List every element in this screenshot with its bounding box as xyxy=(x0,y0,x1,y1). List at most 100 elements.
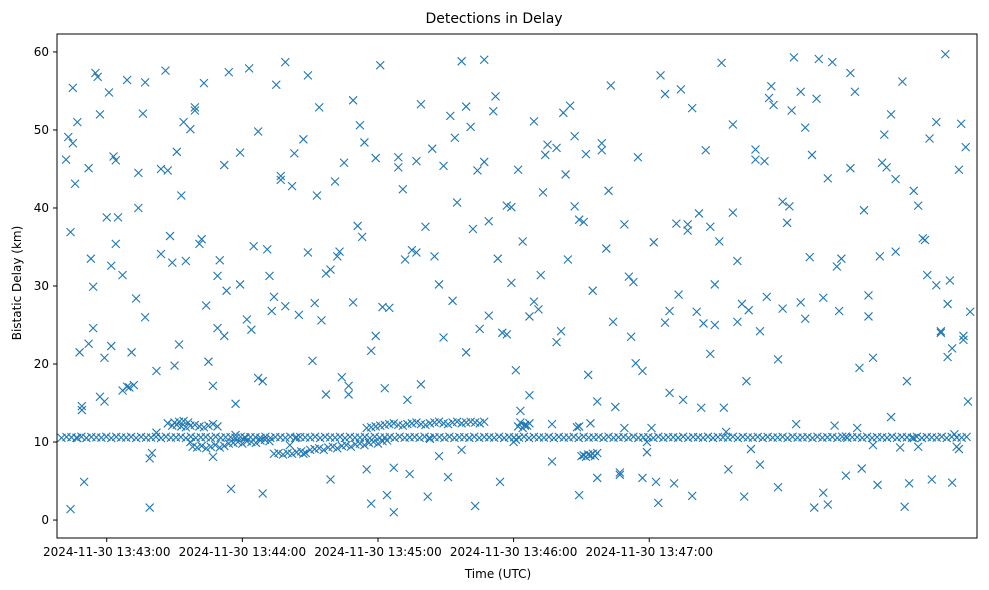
data-point xyxy=(265,271,274,281)
data-point xyxy=(111,239,121,249)
data-point xyxy=(127,347,136,357)
data-point xyxy=(61,155,71,164)
data-point xyxy=(317,315,326,325)
data-point xyxy=(540,150,550,160)
data-point xyxy=(208,381,218,391)
data-point xyxy=(604,186,613,196)
data-point xyxy=(751,155,760,164)
data-point xyxy=(638,473,647,483)
data-point xyxy=(588,286,598,296)
data-point xyxy=(247,325,256,335)
data-point xyxy=(261,432,270,442)
data-point xyxy=(832,433,842,443)
data-point xyxy=(818,293,828,303)
data-point xyxy=(344,381,353,391)
data-point xyxy=(519,432,529,442)
data-point xyxy=(68,83,78,93)
data-point xyxy=(434,451,444,461)
data-point xyxy=(943,352,953,362)
data-point xyxy=(936,326,946,336)
data-point xyxy=(330,177,340,186)
data-point xyxy=(457,445,467,455)
data-point xyxy=(280,301,290,311)
data-point xyxy=(269,292,279,302)
data-point xyxy=(846,163,855,173)
data-point xyxy=(231,433,240,443)
data-point xyxy=(366,346,376,356)
data-point xyxy=(88,282,98,292)
data-point xyxy=(947,344,957,353)
data-point xyxy=(586,418,595,428)
data-point xyxy=(943,299,953,309)
data-point xyxy=(891,174,901,184)
data-point xyxy=(206,433,216,443)
data-point xyxy=(694,209,704,218)
data-point xyxy=(619,219,629,229)
data-point xyxy=(365,433,375,443)
data-point xyxy=(547,457,557,466)
data-point xyxy=(956,119,966,129)
data-point xyxy=(947,478,957,487)
data-point xyxy=(857,464,867,473)
data-point xyxy=(909,186,919,196)
data-point xyxy=(285,440,295,450)
data-point xyxy=(538,187,548,197)
x-tick-label: 2024-11-30 13:44:00 xyxy=(179,545,306,559)
data-point xyxy=(755,326,765,336)
data-point xyxy=(744,305,754,315)
data-point xyxy=(525,312,534,321)
data-point xyxy=(167,258,177,267)
data-point xyxy=(165,231,175,241)
data-point xyxy=(674,290,684,299)
data-point xyxy=(440,433,449,443)
data-point xyxy=(642,447,652,457)
data-point xyxy=(579,217,589,227)
data-point xyxy=(755,460,765,470)
data-point xyxy=(231,399,240,409)
data-point xyxy=(864,290,873,300)
data-point xyxy=(118,386,127,395)
data-point xyxy=(599,433,608,443)
data-point xyxy=(561,170,570,179)
data-point xyxy=(469,432,479,442)
data-point xyxy=(913,442,923,452)
data-point xyxy=(583,370,593,380)
data-point xyxy=(836,254,846,264)
data-point xyxy=(728,208,738,218)
data-point xyxy=(796,87,806,97)
data-point xyxy=(619,423,629,433)
data-point xyxy=(100,353,109,363)
data-point xyxy=(289,148,299,158)
data-point xyxy=(733,317,742,327)
data-point xyxy=(310,298,320,308)
data-point xyxy=(823,173,833,183)
data-point xyxy=(597,138,607,148)
data-point xyxy=(766,81,776,91)
data-point xyxy=(303,248,313,257)
data-point xyxy=(129,380,139,390)
data-point xyxy=(678,432,688,442)
data-point xyxy=(371,153,381,163)
data-point xyxy=(86,254,96,264)
data-point xyxy=(287,181,297,191)
data-point xyxy=(791,419,801,429)
data-point xyxy=(868,440,878,450)
data-point xyxy=(624,433,633,443)
data-point xyxy=(201,301,211,310)
data-point xyxy=(280,57,290,67)
data-point xyxy=(782,218,792,228)
data-point xyxy=(651,477,661,487)
y-tick-label: 60 xyxy=(34,45,49,59)
data-point xyxy=(721,427,731,437)
data-point xyxy=(714,237,724,246)
data-point xyxy=(544,432,554,442)
data-point xyxy=(172,147,182,157)
data-point xyxy=(778,304,787,314)
data-point xyxy=(77,432,86,442)
data-point xyxy=(959,335,968,345)
data-point xyxy=(516,418,525,427)
data-point xyxy=(608,317,618,327)
data-point xyxy=(511,365,521,375)
data-point xyxy=(494,432,504,442)
data-point xyxy=(592,473,602,483)
